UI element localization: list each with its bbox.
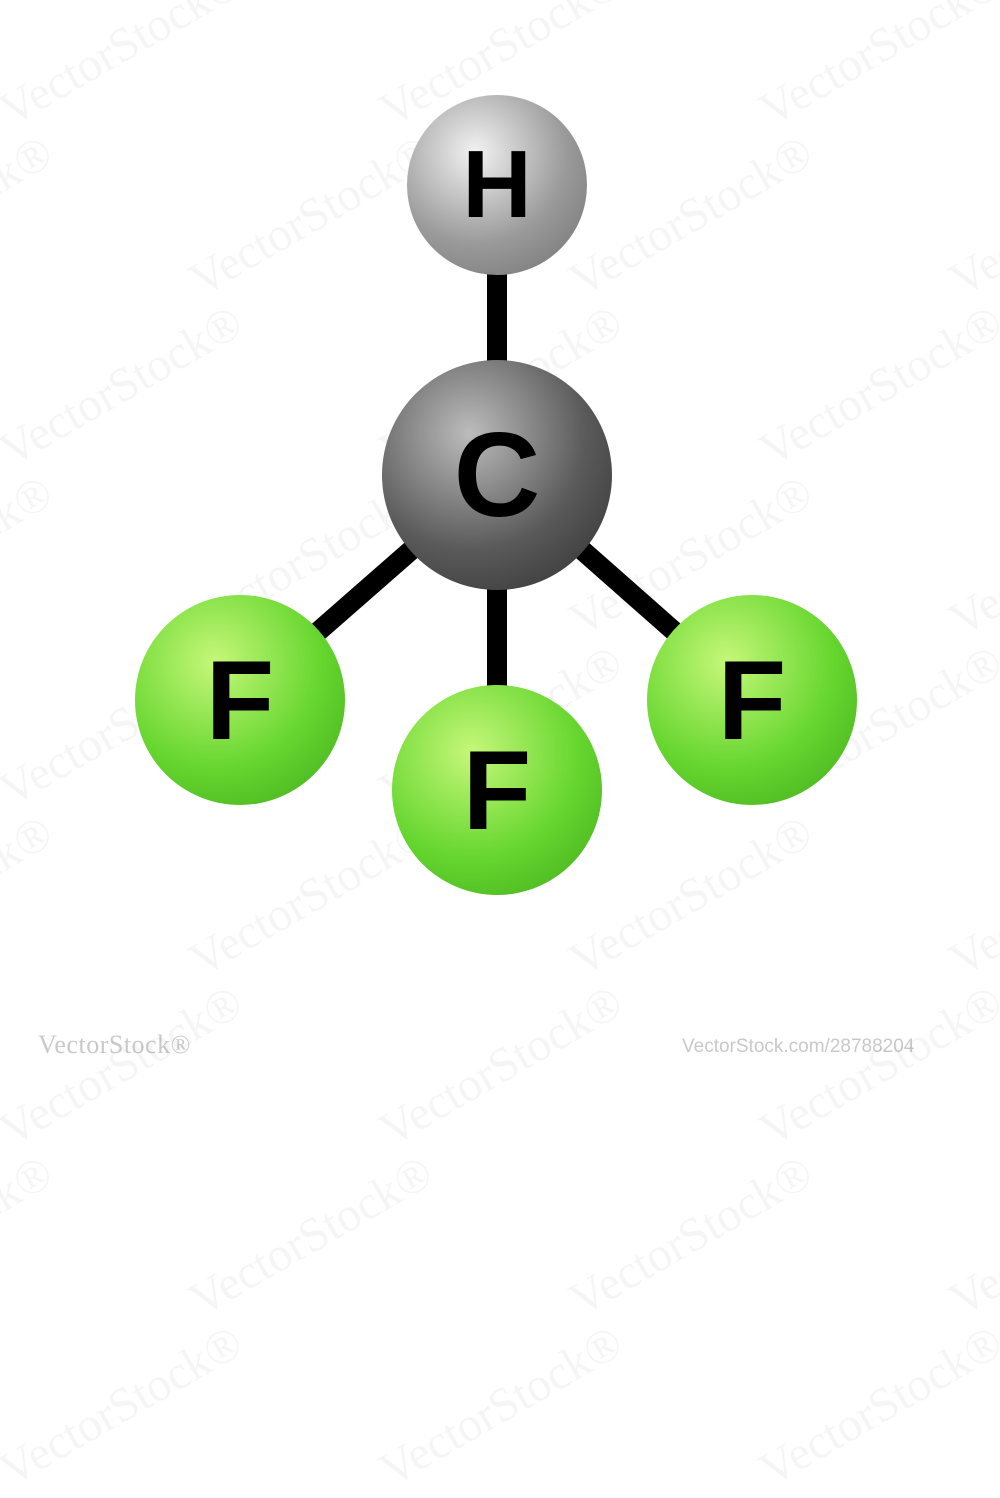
atom-F3: F (647, 595, 857, 805)
atom-label-F1: F (206, 636, 274, 765)
atom-label-C: C (454, 406, 541, 544)
atom-C: C (382, 360, 612, 590)
atom-H: H (407, 95, 587, 275)
atom-label-H: H (462, 130, 531, 240)
watermark-diagonal: VectorStock® (0, 1314, 252, 1497)
watermark-diagonal: VectorStock® (0, 1144, 62, 1327)
atom-label-F2: F (463, 726, 531, 855)
watermark-diagonal: VectorStock® (560, 1144, 822, 1327)
watermark-brand: VectorStock® (38, 1030, 191, 1060)
watermark-id: VectorStock.com/28788204 (682, 1036, 914, 1058)
atom-F2: F (392, 685, 602, 895)
watermark-diagonal: VectorStock® (940, 1144, 1000, 1327)
watermark-diagonal: VectorStock® (370, 1314, 632, 1497)
watermark-diagonal: VectorStock® (180, 1144, 442, 1327)
atom-label-F3: F (718, 636, 786, 765)
watermark-diagonal: VectorStock® (750, 1314, 1000, 1497)
molecule-diagram: H C F F F (0, 0, 1000, 1080)
atom-F1: F (135, 595, 345, 805)
